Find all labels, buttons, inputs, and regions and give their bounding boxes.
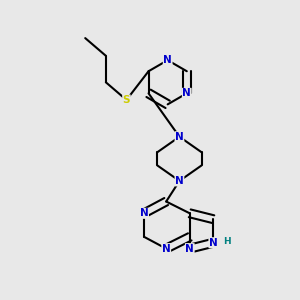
Text: N: N	[182, 88, 191, 98]
Text: N: N	[185, 244, 194, 254]
Text: N: N	[175, 176, 184, 186]
Text: N: N	[140, 208, 148, 218]
Text: S: S	[123, 95, 130, 105]
Text: N: N	[162, 244, 171, 254]
Text: N: N	[175, 132, 184, 142]
Text: N: N	[163, 55, 172, 65]
Text: H: H	[223, 237, 230, 246]
Text: N: N	[209, 238, 218, 248]
